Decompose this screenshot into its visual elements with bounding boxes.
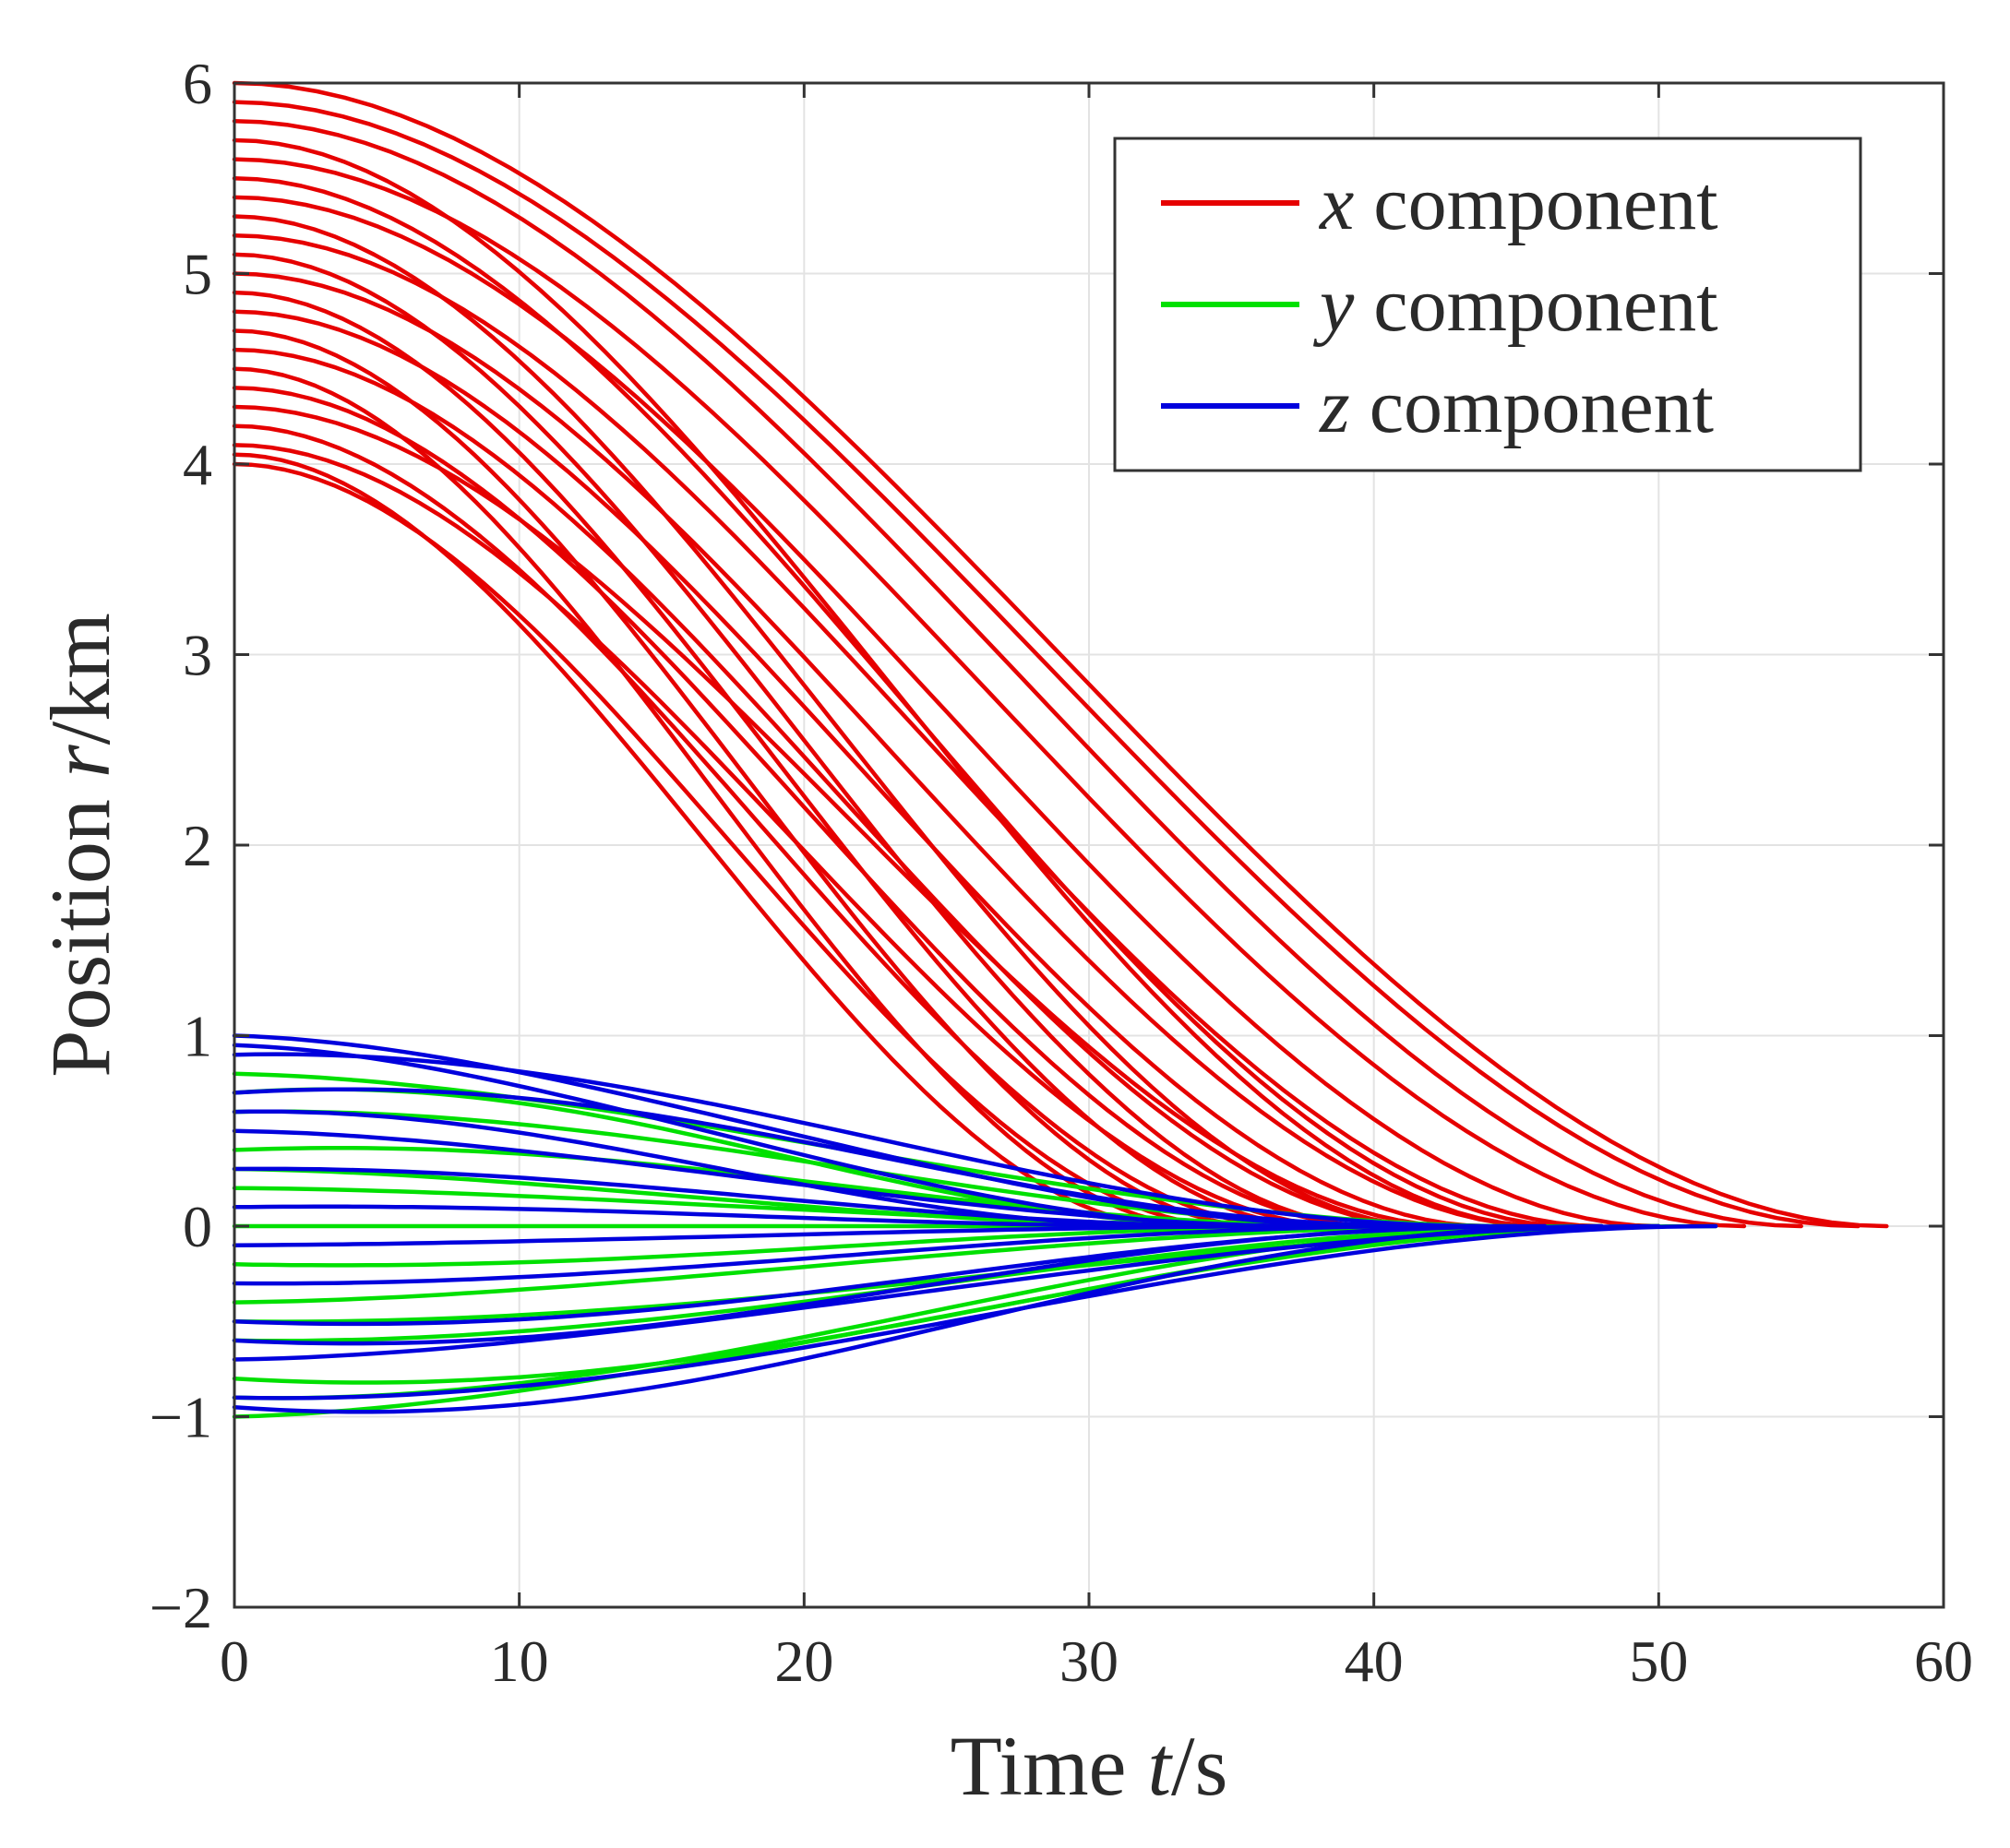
legend-label: z component	[1319, 364, 1714, 449]
x-component-trajectory	[232, 100, 1860, 1229]
x-tick-label: 30	[1059, 1628, 1119, 1694]
y-tick-label: 5	[183, 242, 212, 307]
legend-label-var: x	[1318, 161, 1354, 246]
z-component-trajectory	[232, 1033, 1376, 1229]
x-component-trajectory	[232, 252, 1376, 1229]
z-component-series	[232, 1033, 1718, 1414]
x-tick-label: 60	[1914, 1628, 1973, 1694]
z-component-trajectory	[232, 1223, 1519, 1346]
z-component-trajectory	[232, 1043, 1262, 1229]
z-component-trajectory	[232, 1223, 1718, 1401]
legend-label-var: y	[1312, 262, 1355, 348]
y-tick-label: −2	[150, 1575, 212, 1640]
z-component-trajectory	[232, 1052, 1490, 1229]
x-component-trajectory	[232, 423, 1291, 1229]
x-tick-label: 0	[220, 1628, 249, 1694]
y-axis-label: Position r/km	[33, 613, 127, 1078]
x-component-trajectory	[232, 309, 1490, 1229]
x-axis-label: Time t/s	[951, 1719, 1228, 1813]
y-tick-label: 6	[183, 51, 212, 116]
x-component-trajectory	[232, 80, 1889, 1229]
legend-label-var: z	[1319, 364, 1350, 449]
legend-label-text: component	[1354, 262, 1717, 348]
x-component-trajectory	[232, 195, 1661, 1229]
x-component-trajectory	[232, 404, 1462, 1229]
x-tick-label: 50	[1629, 1628, 1688, 1694]
y-axis-label-unit: /km	[33, 613, 127, 745]
plot-area	[232, 80, 1889, 1419]
y-component-trajectory	[232, 1223, 1490, 1305]
x-tick-label: 40	[1345, 1628, 1404, 1694]
y-tick-label: −1	[150, 1385, 212, 1450]
x-tick-label: 10	[490, 1628, 549, 1694]
y-component-trajectory	[232, 1166, 1205, 1229]
x-component-trajectory	[232, 119, 1803, 1229]
x-component-trajectory	[232, 176, 1575, 1229]
y-tick-label: 4	[183, 432, 212, 497]
legend-label-text: component	[1354, 161, 1717, 246]
x-component-trajectory	[232, 328, 1262, 1229]
y-tick-label: 2	[183, 813, 212, 878]
x-component-trajectory	[232, 290, 1320, 1229]
z-component-trajectory	[232, 1223, 1604, 1414]
ticks	[233, 81, 1945, 1609]
x-component-trajectory	[232, 443, 1348, 1229]
z-component-trajectory	[232, 1204, 1205, 1229]
y-axis-label-text: Position	[33, 778, 127, 1078]
y-component-trajectory	[232, 1223, 1376, 1268]
z-component-trajectory	[232, 1087, 1433, 1229]
legend-label: y component	[1312, 262, 1718, 348]
x-component-trajectory	[232, 366, 1205, 1229]
x-component-trajectory	[232, 271, 1548, 1229]
y-component-trajectory	[232, 1223, 1661, 1419]
y-tick-label: 0	[183, 1194, 212, 1259]
z-component-trajectory	[232, 1109, 1177, 1229]
legend-label-text: component	[1350, 364, 1714, 449]
x-component-trajectory	[232, 157, 1747, 1229]
x-axis-label-text: Time	[951, 1719, 1148, 1813]
x-axis-label-unit: /s	[1171, 1719, 1227, 1813]
y-axis-label-var: r	[33, 744, 127, 778]
y-tick-label: 1	[183, 1004, 212, 1069]
x-component-trajectory	[232, 347, 1433, 1229]
y-component-trajectory	[232, 1145, 1376, 1229]
tick-labels: 0 10 20 30 40 50 60 −2 −1 0 1 2 3 4 5 6	[150, 51, 1973, 1694]
x-axis-label-var: t	[1147, 1719, 1173, 1813]
x-component-trajectory	[232, 386, 1376, 1229]
z-component-trajectory	[232, 1223, 1433, 1286]
x-component-trajectory	[232, 232, 1604, 1229]
legend-label: x component	[1318, 161, 1718, 246]
x-tick-label: 20	[774, 1628, 833, 1694]
y-tick-label: 3	[183, 623, 212, 688]
